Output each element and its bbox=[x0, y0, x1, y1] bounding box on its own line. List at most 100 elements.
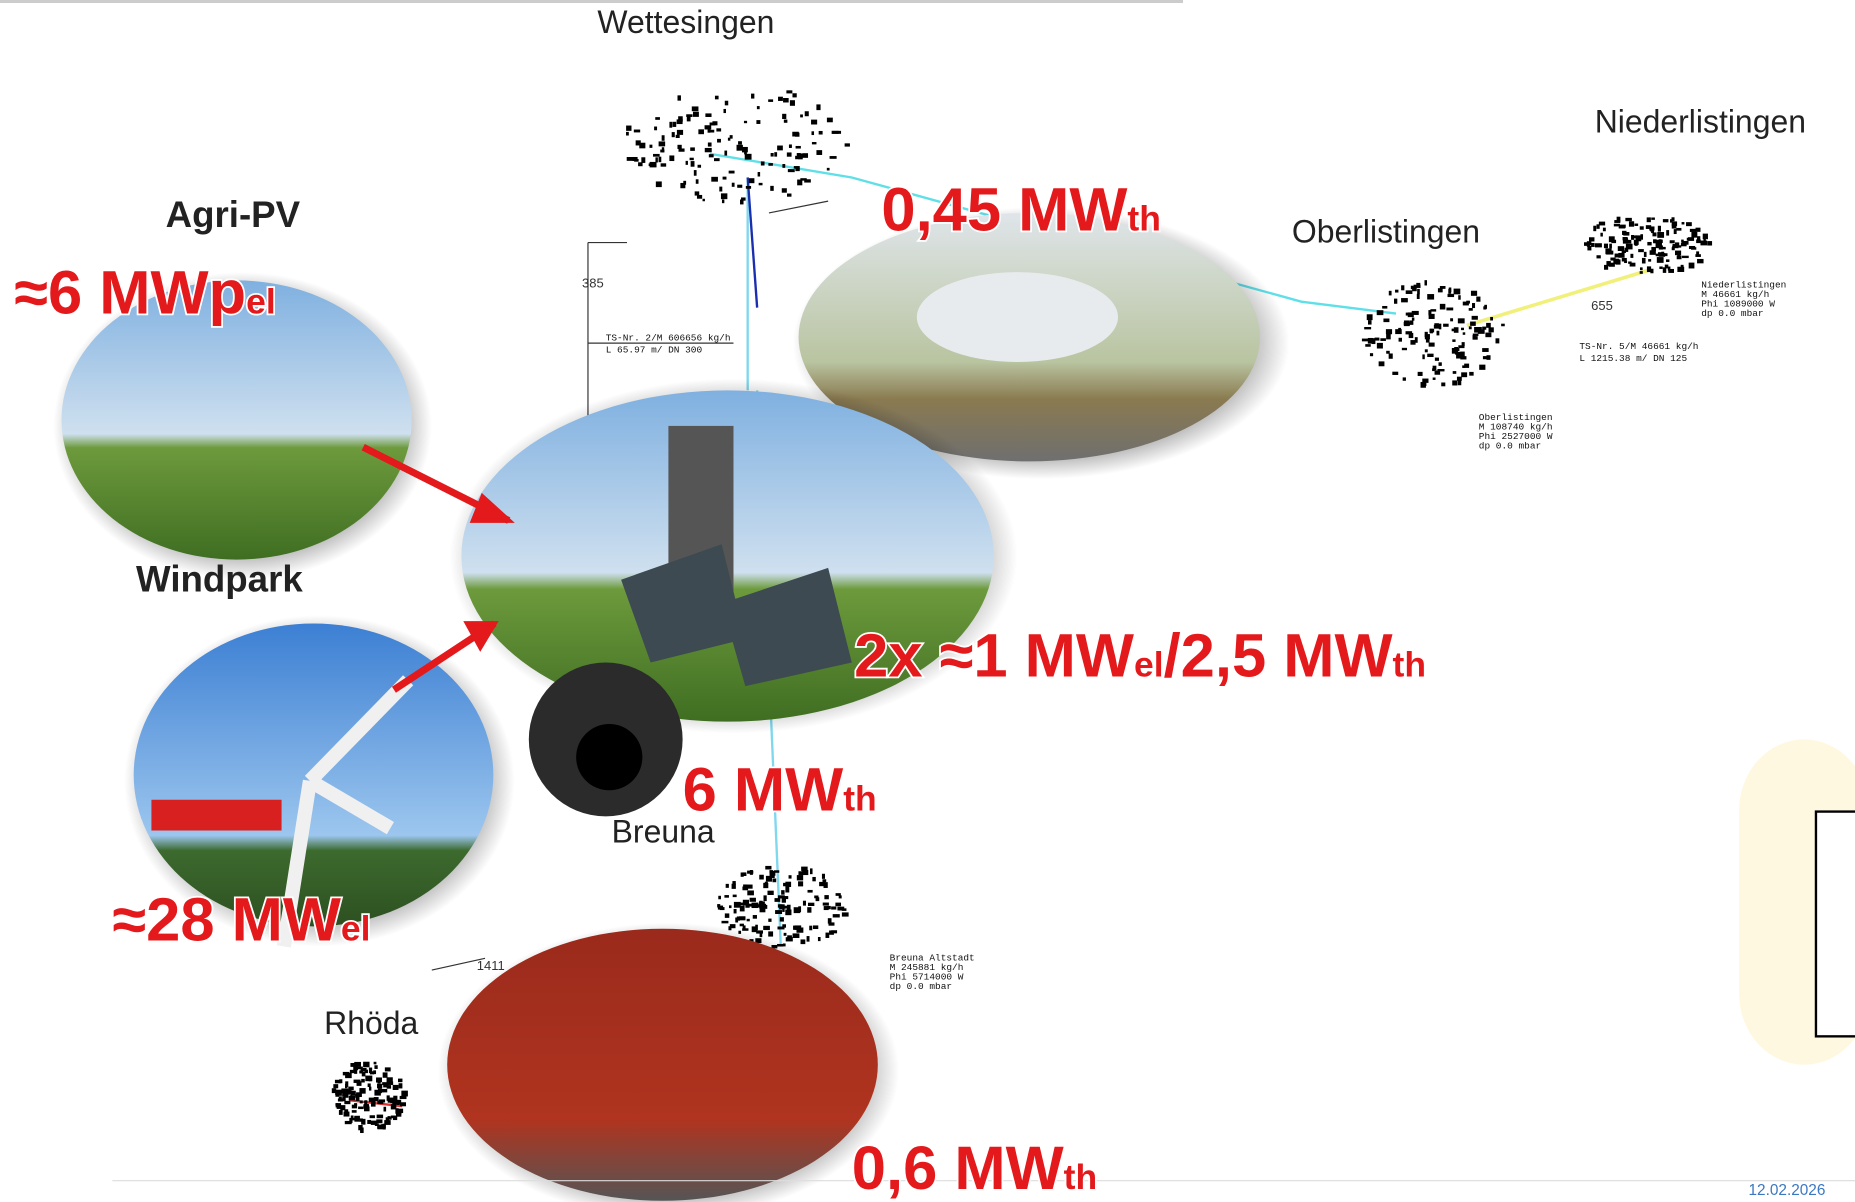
building bbox=[782, 113, 787, 119]
building bbox=[1639, 267, 1643, 271]
building bbox=[741, 146, 748, 153]
building bbox=[696, 194, 703, 199]
building bbox=[632, 156, 638, 162]
building bbox=[1479, 364, 1486, 370]
building bbox=[1439, 286, 1446, 289]
building bbox=[719, 186, 723, 192]
map-annotation: 655 bbox=[1591, 298, 1613, 313]
building bbox=[1456, 347, 1460, 352]
building bbox=[1696, 239, 1701, 244]
building bbox=[809, 925, 813, 931]
building bbox=[1394, 298, 1398, 304]
building bbox=[783, 98, 789, 103]
place-label: Niederlistingen bbox=[1595, 104, 1806, 140]
building bbox=[831, 130, 839, 134]
power-value: 0,6 MW bbox=[852, 1134, 1064, 1202]
building bbox=[1681, 222, 1685, 225]
building bbox=[827, 918, 832, 924]
building bbox=[733, 908, 737, 914]
building bbox=[382, 1082, 389, 1086]
map-annotation: L 65.97 m/ DN 300 bbox=[606, 345, 703, 356]
building bbox=[339, 1079, 343, 1084]
building bbox=[763, 895, 767, 902]
building bbox=[739, 923, 744, 927]
building bbox=[822, 879, 827, 883]
photos bbox=[53, 207, 1290, 1202]
building bbox=[775, 910, 783, 914]
building bbox=[1482, 326, 1487, 330]
building bbox=[386, 1095, 390, 1101]
building bbox=[1453, 327, 1459, 333]
building bbox=[1385, 329, 1393, 335]
building bbox=[1596, 224, 1600, 229]
building bbox=[1650, 227, 1653, 232]
building bbox=[714, 95, 719, 100]
map-annotation: dp 0.0 mbar bbox=[1701, 308, 1763, 319]
place-label: Breuna bbox=[612, 813, 715, 849]
building bbox=[729, 135, 733, 139]
building bbox=[1613, 223, 1621, 227]
building bbox=[1388, 290, 1392, 296]
building bbox=[765, 865, 772, 870]
building bbox=[384, 1120, 391, 1125]
building bbox=[744, 151, 747, 155]
building bbox=[1624, 247, 1629, 252]
power-label: ≈6 MWpel bbox=[14, 259, 275, 328]
building bbox=[748, 178, 755, 184]
map-annotation: Phi 1089000 W bbox=[1701, 298, 1775, 309]
building bbox=[686, 114, 693, 117]
building bbox=[777, 904, 785, 908]
building bbox=[781, 188, 787, 193]
building bbox=[1427, 294, 1435, 300]
building bbox=[698, 129, 704, 135]
building bbox=[1386, 350, 1390, 354]
building bbox=[792, 93, 797, 98]
building bbox=[1676, 227, 1682, 231]
building bbox=[1408, 332, 1414, 339]
building bbox=[739, 916, 746, 921]
building bbox=[401, 1090, 408, 1097]
map-annotation: Phi 5714000 W bbox=[890, 972, 964, 983]
building bbox=[686, 115, 691, 122]
building bbox=[678, 116, 683, 122]
building bbox=[717, 138, 721, 143]
building bbox=[1361, 338, 1369, 342]
building bbox=[349, 1117, 353, 1123]
building bbox=[1476, 296, 1481, 302]
building bbox=[1461, 327, 1464, 331]
building bbox=[373, 1097, 379, 1102]
map-annotation: 385 bbox=[582, 275, 604, 290]
building bbox=[334, 1079, 342, 1084]
building bbox=[841, 912, 849, 917]
building bbox=[694, 191, 700, 196]
building bbox=[1422, 378, 1429, 383]
building bbox=[1434, 370, 1441, 375]
building bbox=[1369, 353, 1374, 357]
building bbox=[782, 906, 785, 912]
building bbox=[649, 144, 653, 148]
building bbox=[361, 1078, 365, 1083]
building bbox=[1447, 293, 1455, 298]
building bbox=[386, 1085, 392, 1089]
building bbox=[786, 193, 792, 197]
building bbox=[395, 1108, 399, 1114]
building bbox=[1659, 266, 1663, 269]
building bbox=[1422, 354, 1425, 360]
building bbox=[1638, 249, 1644, 253]
building bbox=[818, 130, 823, 135]
building bbox=[802, 869, 809, 876]
building bbox=[796, 153, 801, 159]
power-value: 6 MW bbox=[683, 755, 844, 824]
building bbox=[1680, 242, 1687, 247]
building bbox=[838, 895, 842, 899]
building bbox=[1632, 235, 1638, 239]
building bbox=[742, 928, 749, 931]
building bbox=[1687, 237, 1695, 241]
building bbox=[1662, 253, 1668, 257]
power-subscript: th bbox=[1127, 199, 1161, 239]
building bbox=[672, 121, 677, 127]
building bbox=[1653, 239, 1657, 244]
building bbox=[354, 1103, 358, 1106]
building bbox=[759, 906, 766, 913]
building bbox=[692, 111, 699, 117]
